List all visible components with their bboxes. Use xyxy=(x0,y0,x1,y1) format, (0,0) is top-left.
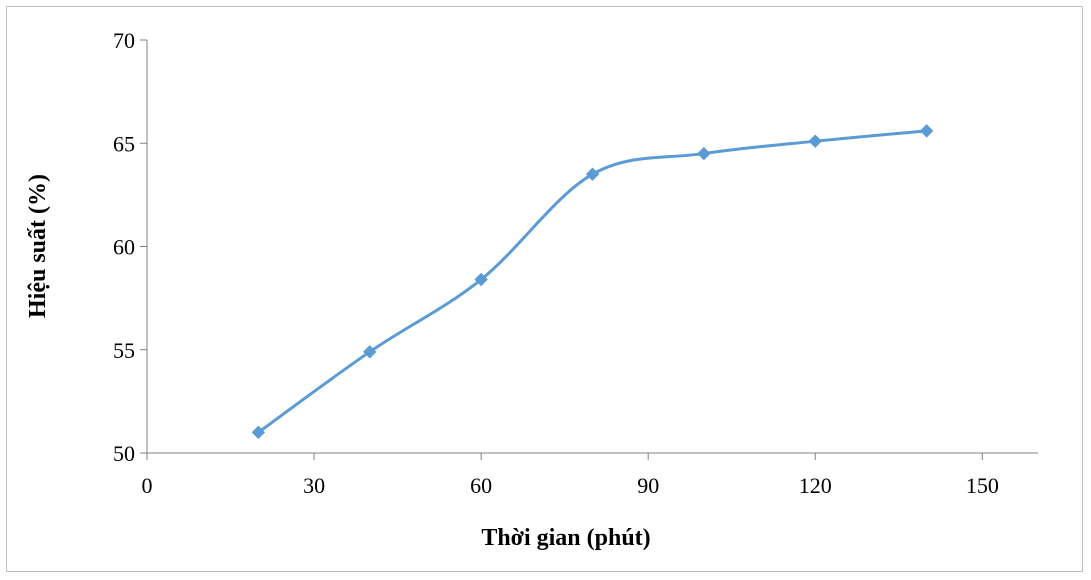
x-tick-label: 60 xyxy=(470,473,492,498)
y-tick-label: 50 xyxy=(113,441,135,466)
y-tick-label: 70 xyxy=(113,28,135,53)
data-point-marker xyxy=(363,345,377,359)
x-tick-label: 0 xyxy=(142,473,153,498)
y-tick-label: 55 xyxy=(113,338,135,363)
y-tick-label: 65 xyxy=(113,131,135,156)
y-tick-labels: 50 55 60 65 70 xyxy=(113,28,135,466)
chart-frame xyxy=(6,6,1083,572)
data-point-marker xyxy=(251,425,266,440)
data-point-marker xyxy=(808,134,822,148)
x-tick-label: 120 xyxy=(799,473,832,498)
series-group xyxy=(251,124,934,440)
y-tick-label: 60 xyxy=(113,235,135,260)
x-tick-labels: 0 30 60 90 120 150 xyxy=(142,473,999,498)
x-tick-label: 30 xyxy=(303,473,325,498)
x-tick-label: 150 xyxy=(966,473,999,498)
x-tick-label: 90 xyxy=(637,473,659,498)
y-axis-label: Hiệu suất (%) xyxy=(25,174,51,318)
data-point-marker xyxy=(919,124,934,138)
data-point-marker xyxy=(585,167,600,181)
data-point-marker xyxy=(474,272,488,287)
axes xyxy=(140,39,1038,460)
data-point-marker xyxy=(697,146,711,161)
x-axis-label: Thời gian (phút) xyxy=(481,525,650,551)
